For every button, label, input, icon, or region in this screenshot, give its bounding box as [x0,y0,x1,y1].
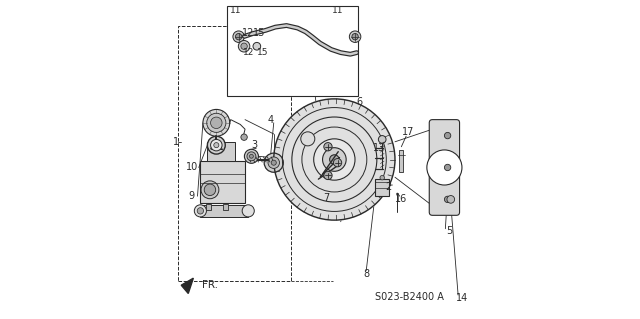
Circle shape [447,196,454,203]
FancyBboxPatch shape [207,142,236,161]
Text: S023-B2400 A: S023-B2400 A [375,292,444,302]
Circle shape [301,132,315,146]
Circle shape [242,205,254,217]
FancyBboxPatch shape [200,161,245,203]
Circle shape [268,157,280,168]
Text: 8: 8 [363,269,369,279]
Circle shape [211,139,222,151]
FancyBboxPatch shape [429,120,460,215]
Text: 12: 12 [243,48,254,57]
Circle shape [238,41,250,52]
Text: 1: 1 [173,137,179,147]
Circle shape [214,143,219,148]
Text: 3: 3 [252,140,258,150]
Circle shape [197,208,204,214]
Bar [178,26,291,281]
Circle shape [352,33,358,40]
Circle shape [203,109,230,136]
Circle shape [444,196,451,203]
Circle shape [324,143,332,151]
Text: 11: 11 [332,6,344,15]
Text: 7: 7 [323,193,330,203]
Text: 2: 2 [385,182,392,192]
Circle shape [253,42,260,50]
Text: 5: 5 [446,226,452,236]
Circle shape [444,164,451,171]
Circle shape [314,139,355,180]
Bar [223,204,228,210]
Circle shape [271,160,276,165]
Bar [375,179,389,196]
Text: 10: 10 [186,162,198,173]
Circle shape [247,152,256,161]
Text: 15: 15 [257,48,268,57]
Circle shape [378,136,386,143]
Text: 11: 11 [230,6,242,15]
Text: 13: 13 [373,143,385,153]
Bar [200,205,248,217]
Bar [399,150,403,172]
Circle shape [264,153,284,172]
Ellipse shape [273,98,396,221]
Circle shape [330,155,339,164]
Circle shape [195,205,207,217]
Bar [206,204,211,210]
Text: FR.: FR. [202,280,218,290]
Circle shape [204,184,216,196]
Text: 17: 17 [401,127,414,137]
Text: 6: 6 [357,97,363,107]
Circle shape [380,175,385,180]
Text: 16: 16 [396,194,408,204]
Text: 12: 12 [242,28,255,39]
Circle shape [250,154,253,158]
Bar [227,6,358,96]
Text: 15: 15 [253,28,265,39]
Text: 9: 9 [189,191,195,201]
Circle shape [427,150,462,185]
Circle shape [207,113,226,132]
Polygon shape [181,278,193,293]
Circle shape [241,43,247,49]
Text: 4: 4 [268,115,274,125]
Circle shape [323,148,346,171]
Circle shape [236,33,242,40]
Circle shape [241,134,247,140]
Circle shape [333,159,342,167]
Circle shape [233,31,244,42]
Circle shape [201,181,219,199]
Circle shape [324,171,332,180]
Circle shape [349,31,361,42]
Circle shape [211,117,222,129]
Circle shape [244,149,259,163]
Circle shape [207,136,225,154]
Text: 14: 14 [456,293,468,303]
Circle shape [444,132,451,139]
